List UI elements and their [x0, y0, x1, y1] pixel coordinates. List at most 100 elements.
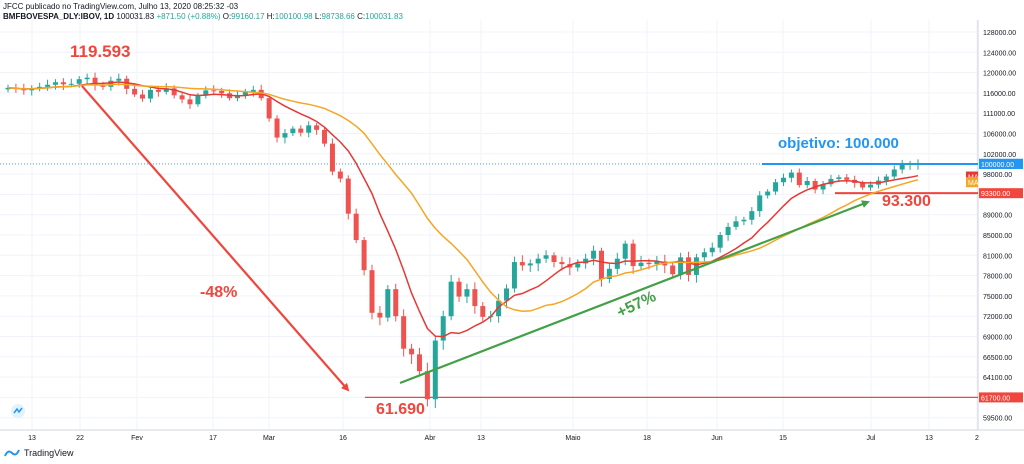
- price-tag: [979, 392, 1023, 403]
- candle-body: [654, 261, 660, 265]
- candle-body: [725, 226, 731, 235]
- price-tick-label: 102000.00: [983, 152, 1016, 159]
- candle-body: [37, 86, 43, 89]
- candle-body: [132, 88, 138, 95]
- candle-body: [68, 83, 74, 85]
- open-value: 99160.17: [231, 12, 265, 21]
- candle-body: [788, 172, 794, 178]
- price-tag-label: 100000.00: [981, 162, 1014, 169]
- candle-body: [496, 300, 502, 317]
- price-tick-label: 124000.00: [983, 50, 1016, 57]
- candle-body: [353, 213, 359, 241]
- candle-body: [345, 178, 351, 214]
- high-annotation: 119.593: [70, 42, 131, 61]
- candle-body: [860, 183, 866, 188]
- candle-body: [733, 221, 739, 227]
- candle-body: [804, 181, 810, 186]
- time-tick-label: 17: [209, 435, 217, 442]
- price-tick-label: 89000.00: [983, 213, 1012, 220]
- candle-body: [401, 316, 407, 349]
- candle-body: [211, 90, 217, 92]
- moving-averages: [7, 81, 919, 338]
- candle-body: [891, 169, 897, 177]
- candle-body: [393, 289, 399, 317]
- candle-body: [646, 262, 652, 265]
- footer-brand-label: TradingView: [24, 448, 74, 458]
- tradingview-logo-icon: [4, 449, 20, 457]
- price-tick-label: 78000.00: [983, 274, 1012, 281]
- candle-body: [76, 79, 82, 84]
- candle-body: [84, 77, 90, 80]
- low-label: L:: [314, 12, 322, 21]
- time-tick-label: 13: [28, 435, 36, 442]
- candle-body: [5, 87, 11, 90]
- price-tick-label: 72000.00: [983, 314, 1012, 321]
- candle-body: [179, 95, 185, 100]
- candle-body: [686, 257, 692, 275]
- candle-body: [701, 252, 707, 258]
- ma-slow-line: [7, 83, 919, 312]
- time-tick-label: Jun: [711, 435, 722, 442]
- candle-body: [820, 184, 826, 190]
- horizontal-levels: [0, 162, 978, 398]
- drop-arrow: [81, 85, 350, 392]
- candle-body: [337, 171, 343, 179]
- candle-body: [456, 281, 462, 297]
- rise-arrow: [399, 200, 870, 385]
- price-tick-label: 81000.00: [983, 253, 1012, 260]
- time-tick-label: Mar: [263, 435, 276, 442]
- candle-body: [559, 262, 565, 265]
- price-tick-label: 59500.00: [983, 416, 1012, 423]
- candle-body: [187, 99, 193, 105]
- candle-body: [108, 80, 114, 87]
- candle-body: [551, 255, 557, 263]
- price-tag-label: 93300.00: [981, 191, 1010, 198]
- candle-body: [250, 89, 256, 92]
- high-label: H:: [266, 12, 275, 21]
- candle-body: [741, 219, 747, 222]
- trend-arrows: [81, 85, 870, 392]
- candle-body: [709, 247, 715, 253]
- candle-body: [242, 91, 248, 95]
- support-annotation: 93.300: [882, 193, 931, 210]
- candle-body: [907, 163, 913, 165]
- price-axis-panel[interactable]: [978, 20, 1024, 430]
- candle-body: [836, 177, 842, 179]
- candle-body: [511, 262, 517, 289]
- price-tag-label: MA: [968, 180, 979, 187]
- candle-body: [828, 178, 834, 185]
- footer-brand[interactable]: TradingView: [4, 448, 74, 458]
- candle-body: [140, 94, 146, 99]
- candle-body: [60, 82, 66, 85]
- candle-body: [298, 128, 304, 133]
- objective-annotation: objetivo: 100.000: [778, 135, 899, 152]
- candle-body: [591, 250, 597, 259]
- price-tick-label: 75000.00: [983, 294, 1012, 301]
- candle-body: [116, 78, 122, 81]
- chart-grid: [0, 20, 978, 430]
- low-annotation: 61.690: [376, 401, 425, 418]
- candle-body: [369, 270, 375, 313]
- candle-body: [717, 235, 723, 248]
- candle-body: [583, 258, 589, 264]
- price-axis-labels: 128000.00 124000.00 120000.00 116000.00 1110…: [983, 30, 1016, 423]
- price-tick-label: 66500.00: [983, 355, 1012, 362]
- candle-body: [219, 90, 225, 94]
- candle-body: [670, 265, 676, 275]
- candle-body: [361, 240, 367, 271]
- candle-body: [765, 191, 771, 196]
- ma-fast-line: [7, 81, 919, 338]
- candle-body: [306, 125, 312, 133]
- time-tick-label: 15: [779, 435, 787, 442]
- symbol-ohlc-line: BMFBOVESPA_DLY:IBOV, 1D 100031.83 +871.5…: [3, 12, 403, 21]
- time-tick-label: 18: [643, 435, 651, 442]
- candle-body: [45, 84, 51, 87]
- price-tick-label: 106000.00: [983, 132, 1016, 139]
- candle-body: [693, 257, 699, 275]
- close-label: C:: [357, 12, 366, 21]
- symbol-name[interactable]: BMFBOVESPA_DLY:IBOV, 1D: [3, 12, 115, 21]
- candle-body: [527, 263, 533, 266]
- candle-body: [440, 316, 446, 341]
